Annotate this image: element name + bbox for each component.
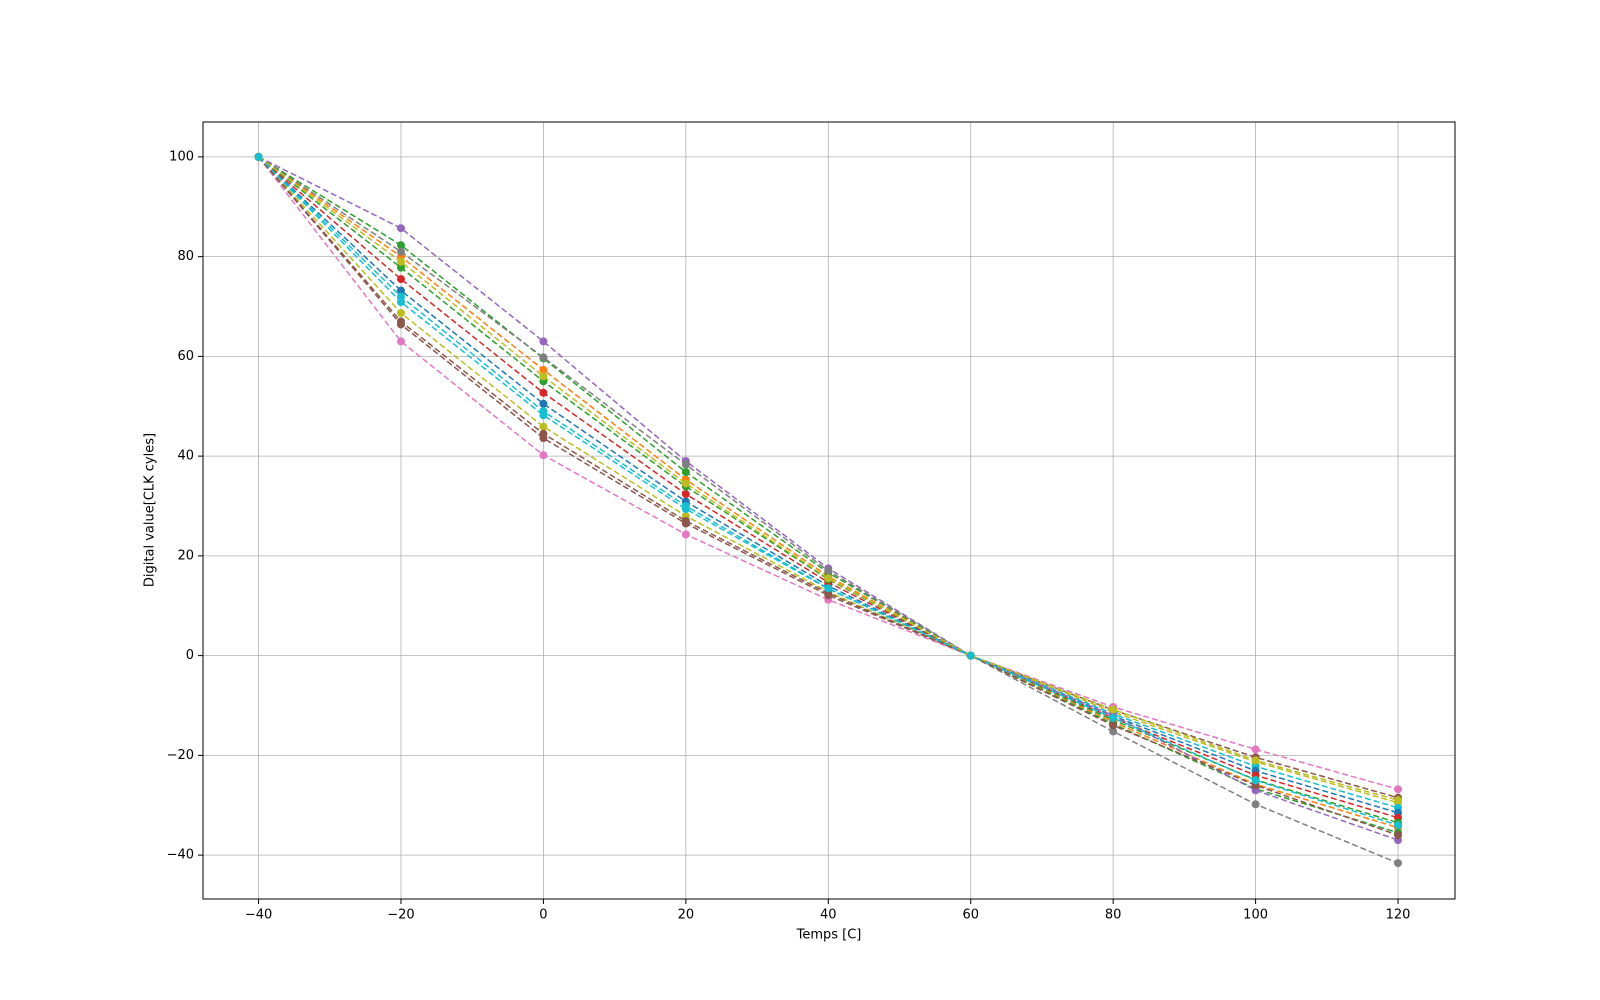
data-point bbox=[1109, 721, 1118, 730]
x-tick-label: 20 bbox=[678, 908, 695, 923]
data-point bbox=[681, 460, 690, 469]
y-tick-label: 80 bbox=[177, 249, 194, 264]
y-tick-label: 60 bbox=[177, 349, 194, 364]
data-point bbox=[539, 337, 548, 346]
data-point bbox=[396, 241, 405, 250]
data-point bbox=[396, 317, 405, 326]
x-tick-label: 100 bbox=[1243, 908, 1268, 923]
x-tick-label: 40 bbox=[820, 908, 837, 923]
data-point bbox=[1251, 800, 1260, 809]
data-point bbox=[539, 429, 548, 438]
data-point bbox=[1394, 796, 1403, 805]
data-point bbox=[1394, 831, 1403, 840]
data-point bbox=[1109, 713, 1118, 722]
data-point bbox=[539, 388, 548, 397]
data-point bbox=[966, 651, 975, 660]
data-point bbox=[539, 365, 548, 374]
data-point bbox=[539, 451, 548, 460]
series-line bbox=[258, 156, 1399, 809]
data-point bbox=[1251, 756, 1260, 765]
data-point bbox=[539, 399, 548, 408]
data-point bbox=[396, 337, 405, 346]
data-point bbox=[1109, 727, 1118, 736]
data-point bbox=[1251, 745, 1260, 754]
data-point bbox=[396, 247, 405, 256]
data-point bbox=[824, 566, 833, 575]
data-point bbox=[396, 263, 405, 272]
series-line bbox=[257, 156, 1399, 791]
x-tick-label: 0 bbox=[539, 908, 547, 923]
data-point bbox=[539, 353, 548, 362]
data-point bbox=[681, 490, 690, 499]
y-tick-label: 40 bbox=[177, 449, 194, 464]
data-point bbox=[396, 298, 405, 307]
series-line bbox=[258, 156, 1399, 801]
x-tick-label: 60 bbox=[962, 908, 979, 923]
data-point bbox=[539, 407, 548, 416]
data-point bbox=[681, 479, 690, 488]
plot-frame bbox=[202, 121, 1456, 900]
y-tick-label: 20 bbox=[177, 548, 194, 563]
data-point bbox=[1109, 705, 1118, 714]
data-point bbox=[1394, 859, 1403, 868]
data-point bbox=[681, 502, 690, 511]
y-tick-label: 0 bbox=[186, 648, 194, 663]
y-tick-label: −40 bbox=[167, 848, 194, 863]
y-tick-label: −20 bbox=[167, 748, 194, 763]
data-point bbox=[396, 224, 405, 233]
data-point bbox=[396, 309, 405, 318]
data-point bbox=[396, 286, 405, 295]
data-point bbox=[396, 257, 405, 266]
x-tick-label: 80 bbox=[1105, 908, 1122, 923]
data-point bbox=[396, 292, 405, 301]
data-point bbox=[1394, 821, 1403, 830]
data-point bbox=[1251, 776, 1260, 785]
data-point bbox=[396, 275, 405, 284]
data-point bbox=[539, 372, 548, 381]
series-line bbox=[257, 156, 1399, 799]
x-axis-label: Temps [C] bbox=[796, 928, 862, 943]
data-point bbox=[824, 574, 833, 583]
y-axis-label: Digital value[CLK cyles] bbox=[143, 433, 158, 587]
data-point bbox=[681, 516, 690, 525]
data-point bbox=[824, 584, 833, 593]
data-point bbox=[254, 152, 263, 161]
data-point bbox=[1394, 785, 1403, 794]
series-line bbox=[258, 156, 1399, 826]
x-tick-label: 120 bbox=[1386, 908, 1411, 923]
data-point bbox=[681, 468, 690, 477]
data-point bbox=[681, 530, 690, 539]
x-tick-label: −20 bbox=[387, 908, 414, 923]
y-tick-label: 100 bbox=[169, 149, 194, 164]
data-point bbox=[539, 422, 548, 431]
x-tick-label: −40 bbox=[245, 908, 272, 923]
